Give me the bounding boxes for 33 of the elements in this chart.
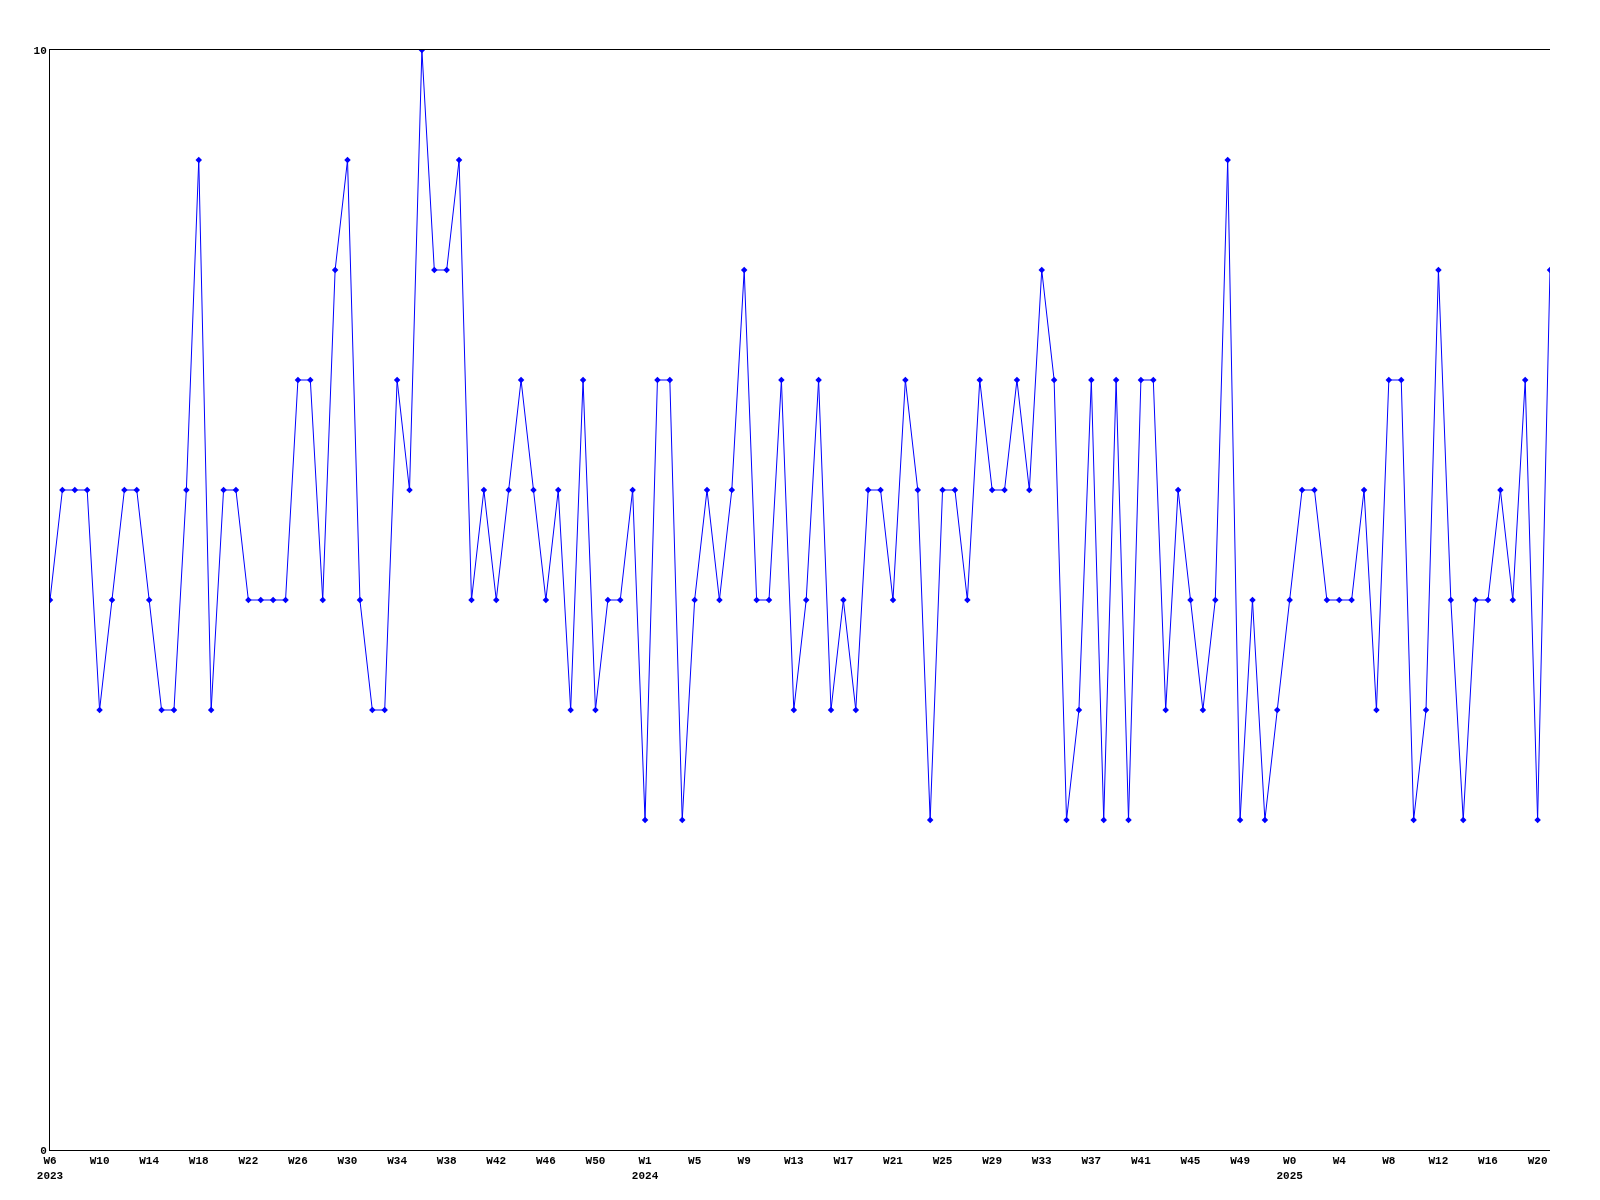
x-tick-label: W10 (89, 1155, 110, 1168)
x-tick-label: W5 (688, 1155, 702, 1168)
x-tick-label: W17 (833, 1155, 854, 1168)
x-tick-label: W0 2025 (1276, 1155, 1304, 1182)
x-tick-label: W37 (1081, 1155, 1102, 1168)
y-tick-label: 10 (33, 44, 47, 57)
x-tick-label: W9 (737, 1155, 751, 1168)
x-tick-label: W25 (932, 1155, 953, 1168)
x-tick-label: W1 2024 (631, 1155, 659, 1182)
x-tick-label: W50 (585, 1155, 606, 1168)
x-tick-label: W16 (1478, 1155, 1498, 1168)
x-tick-label: W46 (535, 1155, 556, 1168)
x-tick-label: W29 (982, 1155, 1003, 1168)
x-tick-label: W8 (1382, 1155, 1396, 1168)
x-tick-label: W12 (1428, 1155, 1449, 1168)
x-tick-label: W45 (1180, 1155, 1201, 1168)
x-tick-label: W6 2023 (36, 1155, 64, 1182)
x-tick-label: W22 (238, 1155, 259, 1168)
x-tick-label: W38 (436, 1155, 457, 1168)
x-tick-label: W34 (387, 1155, 408, 1168)
x-tick-label: W26 (288, 1155, 308, 1168)
x-tick-label: W20 (1527, 1155, 1548, 1168)
x-tick-label: W18 (188, 1155, 210, 1168)
y-tick-label: 0 (40, 1144, 47, 1157)
x-tick-label: W41 (1131, 1155, 1152, 1168)
x-tick-label: W13 (783, 1155, 805, 1168)
x-tick-label: W21 (883, 1155, 904, 1168)
x-tick-label: W30 (337, 1155, 358, 1168)
x-tick-label: W49 (1230, 1155, 1250, 1168)
x-tick-label: W42 (486, 1155, 507, 1168)
x-tick-label: W33 (1031, 1155, 1053, 1168)
x-tick-label: W14 (139, 1155, 160, 1168)
x-tick-label: W4 (1332, 1155, 1347, 1168)
